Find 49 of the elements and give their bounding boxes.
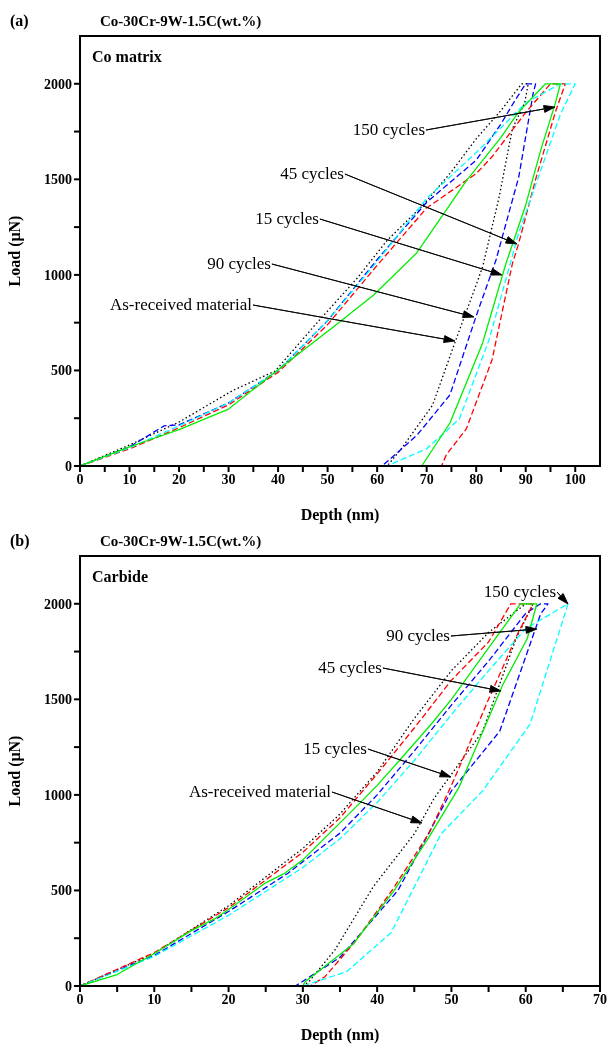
x-tick-label: 60 [518,991,533,1007]
x-tick-label: 0 [76,991,84,1007]
x-axis-title: Depth (nm) [300,506,380,524]
annotation: Carbide [92,568,148,585]
x-tick-label: 90 [518,471,533,487]
x-tick-label: 50 [444,991,459,1007]
y-tick-label: 1500 [44,172,72,188]
y-tick-label: 500 [51,363,72,379]
y-axis-title: Load (μN) [5,735,24,807]
y-tick-label: 1500 [44,692,72,708]
annotation: 150 cycles [483,582,556,601]
x-tick-label: 10 [122,471,137,487]
annotation: 90 cycles [207,254,271,273]
x-tick-label: 70 [593,991,607,1007]
annotation: 15 cycles [255,209,319,228]
y-tick-label: 1000 [44,787,72,803]
annotation: 15 cycles [303,739,367,758]
x-tick-label: 40 [271,471,286,487]
x-tick-label: 30 [221,471,236,487]
x-tick-label: 100 [564,471,586,487]
x-tick-label: 20 [172,471,187,487]
y-tick-label: 2000 [44,76,72,92]
annotation: As-received material [109,295,253,314]
x-tick-label: 50 [320,471,335,487]
annotation: Co matrix [92,48,162,65]
x-tick-label: 70 [419,471,434,487]
x-tick-label: 40 [370,991,385,1007]
x-tick-label: 10 [147,991,162,1007]
text: (a) [10,12,29,30]
x-tick-label: 20 [221,991,236,1007]
y-tick-label: 2000 [44,596,72,612]
annotation: 150 cycles [352,120,425,139]
y-axis-title: Load (μN) [5,215,24,287]
annotation: As-received material [188,782,332,801]
y-tick-label: 1000 [44,267,72,283]
text: (b) [10,532,30,550]
x-tick-label: 30 [295,991,310,1007]
y-tick-label: 500 [51,883,72,899]
x-tick-label: 60 [370,471,385,487]
y-tick-label: 0 [65,978,72,994]
y-tick-label: 0 [65,458,72,474]
chart-title: Co-30Cr-9W-1.5C(wt.%) [100,533,262,550]
x-tick-label: 0 [76,471,84,487]
chart-title: Co-30Cr-9W-1.5C(wt.%) [100,13,262,30]
x-tick-label: 80 [469,471,484,487]
x-axis-title: Depth (nm) [300,1026,380,1044]
annotation: 90 cycles [386,626,450,645]
annotation: 45 cycles [318,658,382,677]
annotation: 45 cycles [280,164,344,183]
